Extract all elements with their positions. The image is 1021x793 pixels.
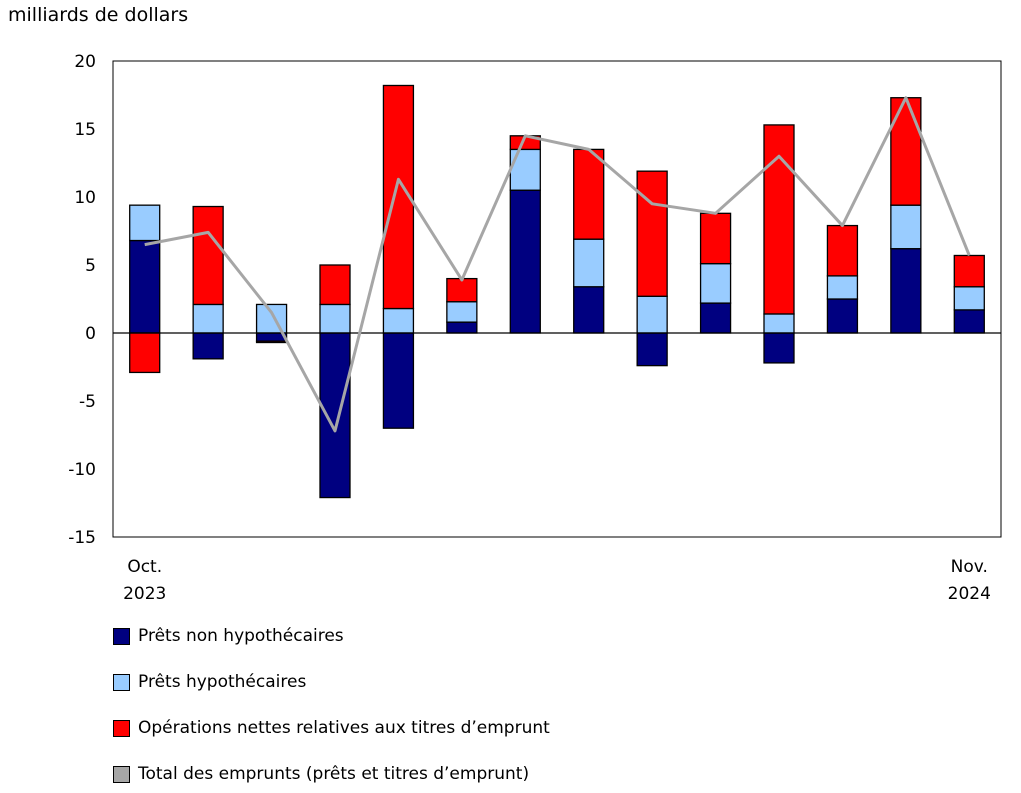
bar-segment-1 bbox=[192, 332, 224, 360]
y-tick-label: 10 bbox=[74, 188, 96, 208]
bar-segment-2 bbox=[763, 313, 795, 334]
bar-segment-3 bbox=[573, 148, 605, 240]
legend-label: Prêts hypothécaires bbox=[138, 672, 307, 692]
bar-segment-2 bbox=[509, 148, 541, 191]
plot-area-frame bbox=[112, 60, 1002, 538]
legend-swatch bbox=[113, 627, 130, 645]
y-tick-label: -5 bbox=[79, 392, 96, 412]
legend-item: Prêts hypothécaires bbox=[113, 672, 306, 692]
x-tick-label: 2023 bbox=[123, 584, 166, 604]
legend-label: Prêts non hypothécaires bbox=[138, 626, 344, 646]
bar-segment-2 bbox=[636, 295, 668, 334]
legend-label: Opérations nettes relatives aux titres d… bbox=[138, 718, 550, 738]
bar-segment-1 bbox=[890, 248, 922, 334]
bar-segment-2 bbox=[382, 307, 415, 334]
bar-segment-1 bbox=[953, 309, 985, 334]
bar-segment-1 bbox=[129, 239, 161, 334]
y-tick-label: 0 bbox=[85, 324, 96, 344]
bar-segment-3 bbox=[699, 212, 732, 265]
bar-segment-1 bbox=[763, 332, 795, 364]
bar-segment-3 bbox=[890, 97, 922, 206]
bar-segment-2 bbox=[699, 262, 732, 304]
x-tick-label: Oct. bbox=[127, 557, 162, 577]
bar-segment-3 bbox=[826, 224, 859, 277]
bar-segment-2 bbox=[826, 275, 859, 300]
bar-segment-2 bbox=[255, 303, 288, 334]
bar-segment-3 bbox=[446, 277, 478, 303]
bar-segment-2 bbox=[573, 238, 605, 288]
bar-segment-2 bbox=[319, 303, 351, 334]
bar-segment-2 bbox=[129, 204, 161, 242]
y-tick-label: 20 bbox=[74, 52, 96, 72]
bar-segment-2 bbox=[446, 301, 478, 323]
bar-segment-1 bbox=[699, 302, 732, 334]
y-axis-unit-label: milliards de dollars bbox=[8, 4, 189, 26]
x-tick-label: Nov. bbox=[951, 557, 988, 577]
legend-item: Prêts non hypothécaires bbox=[113, 626, 344, 646]
x-tick-label: 2024 bbox=[948, 584, 991, 604]
legend-swatch bbox=[113, 719, 130, 737]
bar-segment-1 bbox=[319, 332, 351, 499]
bar-segment-1 bbox=[509, 189, 541, 334]
bar-segment-2 bbox=[890, 204, 922, 250]
legend-swatch bbox=[113, 765, 130, 783]
legend-label: Total des emprunts (prêts et titres d’em… bbox=[138, 764, 530, 784]
legend-item: Total des emprunts (prêts et titres d’em… bbox=[113, 764, 529, 784]
bar-segment-1 bbox=[573, 286, 605, 334]
bar-segment-3 bbox=[255, 340, 288, 344]
bar-segment-3 bbox=[319, 264, 351, 306]
bar-segment-1 bbox=[446, 321, 478, 334]
bar-segment-2 bbox=[953, 286, 985, 311]
bar-segment-3 bbox=[763, 124, 795, 315]
y-tick-label: -10 bbox=[68, 460, 96, 480]
bar-segment-1 bbox=[636, 332, 668, 367]
legend-swatch bbox=[113, 673, 130, 691]
y-tick-label: 5 bbox=[85, 256, 96, 276]
bar-segment-2 bbox=[192, 303, 224, 334]
bar-segment-3 bbox=[636, 170, 668, 297]
y-tick-label: -15 bbox=[68, 528, 96, 548]
y-tick-label: 15 bbox=[74, 120, 96, 140]
bar-segment-1 bbox=[382, 332, 415, 429]
bar-segment-3 bbox=[192, 205, 224, 306]
total-line bbox=[144, 96, 971, 433]
bar-segment-3 bbox=[129, 332, 161, 374]
bar-segment-3 bbox=[953, 254, 985, 288]
legend-item: Opérations nettes relatives aux titres d… bbox=[113, 718, 550, 738]
bar-segment-1 bbox=[826, 298, 859, 334]
